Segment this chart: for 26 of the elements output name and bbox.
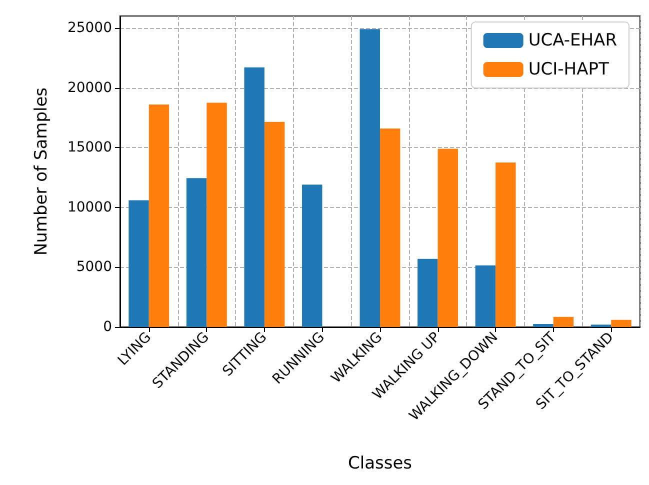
bar bbox=[475, 265, 496, 327]
bar bbox=[186, 178, 207, 327]
y-tick-label: 15000 bbox=[67, 140, 112, 156]
legend-label: UCA-EHAR bbox=[528, 30, 618, 50]
bar bbox=[611, 320, 632, 327]
bar bbox=[496, 162, 516, 327]
y-axis-title: Number of Samples bbox=[32, 87, 52, 256]
y-tick-label: 20000 bbox=[67, 80, 112, 96]
y-tick-label: 0 bbox=[103, 319, 112, 335]
y-tick-label: 25000 bbox=[67, 20, 112, 36]
legend-label: UCI-HAPT bbox=[528, 60, 610, 80]
bar bbox=[533, 324, 554, 327]
x-axis-title: Classes bbox=[348, 454, 412, 474]
bar bbox=[380, 128, 400, 327]
bar bbox=[148, 104, 170, 327]
bar bbox=[244, 67, 264, 327]
bar bbox=[264, 122, 285, 327]
y-tick-label: 10000 bbox=[67, 199, 112, 216]
bar bbox=[302, 184, 322, 327]
bar bbox=[438, 148, 458, 327]
bar bbox=[128, 200, 149, 327]
y-tick-label: 5000 bbox=[76, 259, 112, 276]
bar bbox=[418, 258, 438, 327]
bar bbox=[360, 29, 380, 327]
bar bbox=[206, 102, 227, 327]
bar bbox=[553, 316, 574, 327]
